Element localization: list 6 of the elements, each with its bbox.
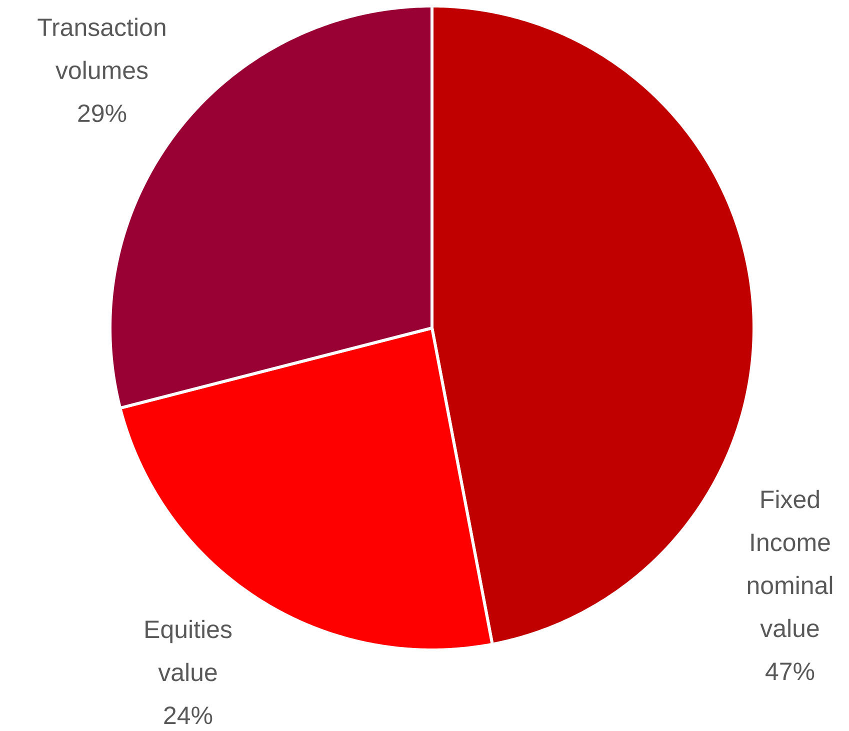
data-label: 29% xyxy=(78,104,126,122)
slice-label: Fixed Income nominal value xyxy=(748,490,832,638)
slice-label: Equities value xyxy=(146,620,232,682)
data-label: 47% xyxy=(766,662,814,680)
slice-label: Transaction volumes xyxy=(38,18,166,80)
data-label: 24% xyxy=(164,706,212,724)
